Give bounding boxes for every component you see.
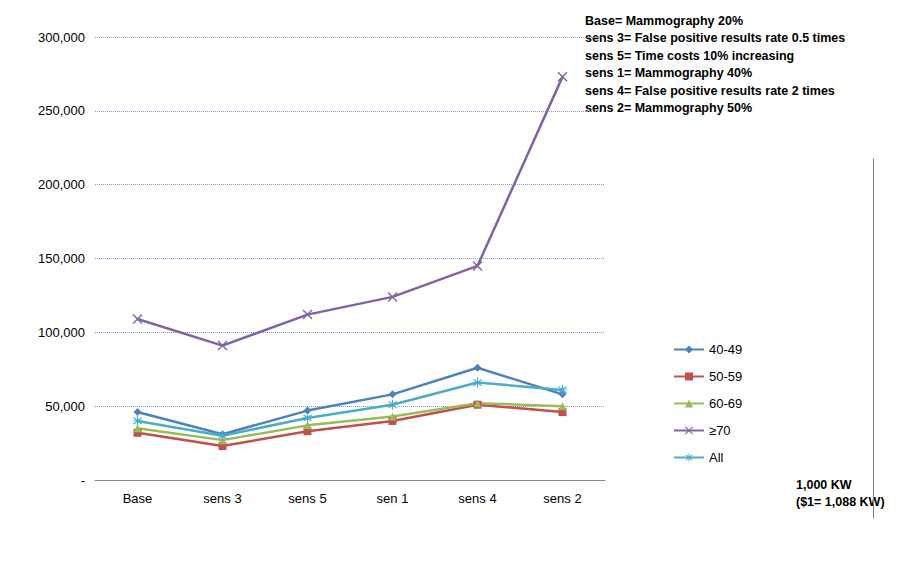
svg-text:250,000: 250,000 [38, 103, 85, 118]
svg-text:sens 4= False positive results: sens 4= False positive results rate 2 ti… [585, 84, 835, 98]
svg-text:sens 2: sens 2 [543, 491, 581, 506]
svg-text:60-69: 60-69 [709, 396, 742, 411]
svg-text:All: All [709, 450, 724, 465]
svg-text:100,000: 100,000 [38, 325, 85, 340]
svg-text:sens 2= Mammography 50%: sens 2= Mammography 50% [585, 101, 752, 115]
svg-text:1,000 KW: 1,000 KW [796, 478, 852, 492]
svg-text:200,000: 200,000 [38, 177, 85, 192]
svg-text:sens 5: sens 5 [288, 491, 326, 506]
svg-text:($1= 1,088 KW): ($1= 1,088 KW) [796, 495, 885, 509]
svg-text:sens 4: sens 4 [458, 491, 496, 506]
svg-text:-: - [81, 473, 85, 488]
svg-text:50-59: 50-59 [709, 369, 742, 384]
svg-text:sens 1= Mammography 40%: sens 1= Mammography 40% [585, 66, 752, 80]
svg-text:sens 3: sens 3 [203, 491, 241, 506]
svg-text:40-49: 40-49 [709, 342, 742, 357]
svg-text:≥70: ≥70 [709, 423, 731, 438]
svg-text:150,000: 150,000 [38, 251, 85, 266]
svg-text:50,000: 50,000 [45, 399, 85, 414]
svg-text:sen 1: sen 1 [377, 491, 409, 506]
svg-text:Base: Base [123, 491, 153, 506]
svg-text:sens 5= Time costs 10% increas: sens 5= Time costs 10% increasing [585, 49, 794, 63]
svg-text:300,000: 300,000 [38, 30, 85, 45]
svg-text:sens 3= False positive results: sens 3= False positive results rate 0.5 … [585, 31, 845, 45]
svg-text:Base= Mammography 20%: Base= Mammography 20% [585, 14, 743, 28]
